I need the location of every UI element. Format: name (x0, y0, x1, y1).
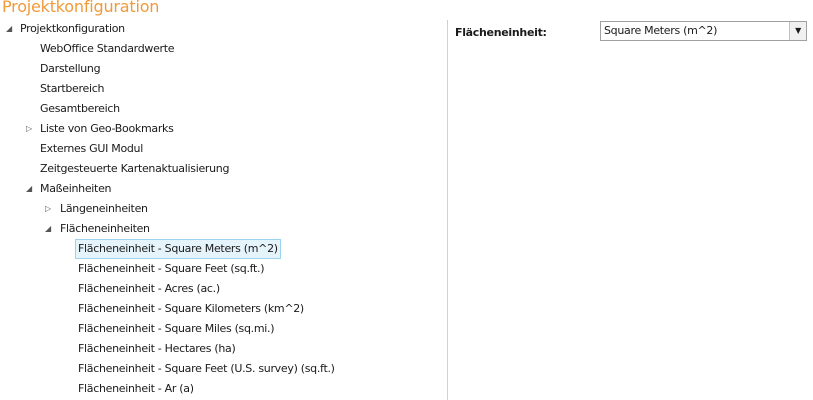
tree-item-label: Flächeneinheit - Acres (ac.) (78, 282, 220, 295)
tree-item[interactable]: Flächeneinheit - Square Feet (U.S. surve… (0, 359, 446, 379)
tree-item-label: Projektkonfiguration (20, 22, 125, 35)
tree-item[interactable]: Zeitgesteuerte Kartenaktualisierung (0, 159, 446, 179)
tree-item-label: WebOffice Standardwerte (40, 42, 175, 55)
expand-triangle-icon[interactable]: ▷ (45, 204, 51, 213)
tree-item-label: Flächeneinheit - Square Meters (m^2) (75, 239, 281, 259)
tree-item[interactable]: Flächeneinheit - Square Kilometers (km^2… (0, 299, 446, 319)
tree-item-label: Flächeneinheit - Hectares (ha) (78, 342, 236, 355)
tree-item-label: Darstellung (40, 62, 101, 75)
tree-item-label: Flächeneinheit - Ar (a) (78, 382, 194, 395)
panel-divider[interactable] (447, 20, 448, 400)
tree-item[interactable]: Darstellung (0, 59, 446, 79)
tree-item-label: Flächeneinheiten (60, 222, 150, 235)
tree-item[interactable]: Flächeneinheit - Square Meters (m^2) (0, 239, 446, 259)
tree-item-label: Zeitgesteuerte Kartenaktualisierung (40, 162, 230, 175)
tree-item[interactable]: ◢ Projektkonfiguration (0, 19, 446, 39)
tree-item[interactable]: Externes GUI Modul (0, 139, 446, 159)
collapse-triangle-icon[interactable]: ◢ (26, 184, 32, 193)
area-unit-select[interactable]: Square Meters (m^2) ▼ (600, 21, 807, 41)
tree-item-label: Flächeneinheit - Square Feet (U.S. surve… (78, 362, 335, 375)
area-unit-value: Square Meters (m^2) (604, 24, 718, 37)
tree-item-label: Gesamtbereich (40, 102, 120, 115)
tree-item-label: Längeneinheiten (60, 202, 148, 215)
tree-item-label: Flächeneinheit - Square Feet (sq.ft.) (78, 262, 265, 275)
tree-item[interactable]: ▷ Liste von Geo-Bookmarks (0, 119, 446, 139)
tree-item[interactable]: ▷ Längeneinheiten (0, 199, 446, 219)
tree-item[interactable]: Flächeneinheit - Ar (a) (0, 379, 446, 399)
tree-item[interactable]: ◢ Maßeinheiten (0, 179, 446, 199)
tree-item-label: Liste von Geo-Bookmarks (40, 122, 174, 135)
tree-item[interactable]: Flächeneinheit - Hectares (ha) (0, 339, 446, 359)
tree-item[interactable]: Flächeneinheit - Square Miles (sq.mi.) (0, 319, 446, 339)
tree-item-label: Flächeneinheit - Square Miles (sq.mi.) (78, 322, 275, 335)
expand-triangle-icon[interactable]: ▷ (26, 124, 32, 133)
tree-item-label: Flächeneinheit - Square Kilometers (km^2… (78, 302, 304, 315)
page-title: Projektkonfiguration (2, 0, 160, 16)
chevron-down-icon[interactable]: ▼ (789, 22, 806, 40)
collapse-triangle-icon[interactable]: ◢ (6, 24, 12, 33)
collapse-triangle-icon[interactable]: ◢ (45, 224, 51, 233)
tree-item-label: Maßeinheiten (40, 182, 112, 195)
tree-item[interactable]: Gesamtbereich (0, 99, 446, 119)
tree-item[interactable]: Flächeneinheit - Acres (ac.) (0, 279, 446, 299)
tree-item[interactable]: Startbereich (0, 79, 446, 99)
tree-item[interactable]: Flächeneinheit - Square Feet (sq.ft.) (0, 259, 446, 279)
area-unit-label: Flächeneinheit: (455, 26, 547, 39)
tree-item[interactable]: ◢ Flächeneinheiten (0, 219, 446, 239)
tree-item[interactable]: WebOffice Standardwerte (0, 39, 446, 59)
tree-item-label: Externes GUI Modul (40, 142, 143, 155)
tree-item-label: Startbereich (40, 82, 105, 95)
